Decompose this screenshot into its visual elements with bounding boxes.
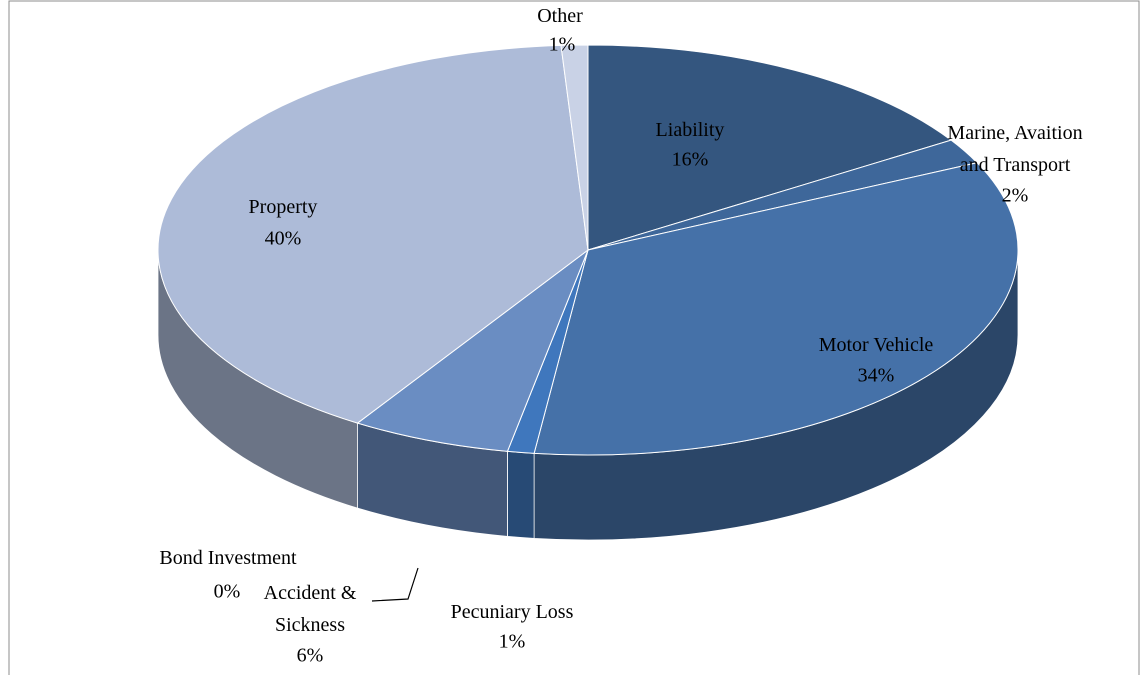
- category-label: Property: [248, 196, 318, 218]
- label-box: Accident & Sickness: [263, 582, 357, 636]
- label-box: Other: [537, 5, 583, 27]
- value-label: 2%: [1002, 185, 1029, 207]
- leader-line: [371, 567, 419, 602]
- value-label: 16%: [672, 149, 709, 171]
- category-label: Bond Investment: [159, 547, 297, 569]
- slice: [157, 44, 589, 424]
- label-box: Marine, Avaition and Transport: [947, 122, 1083, 176]
- slice: [587, 44, 953, 251]
- label-box: Pecuniary Loss: [450, 601, 574, 623]
- slice: [356, 248, 590, 452]
- label-box: Property: [248, 196, 318, 218]
- value-label: 6%: [297, 645, 324, 667]
- value-label: 0%: [214, 581, 241, 603]
- category-label: Accident & Sickness: [263, 582, 357, 636]
- slice: [560, 44, 589, 251]
- value-label: 1%: [499, 631, 526, 653]
- slice: [533, 162, 1019, 456]
- category-label: Marine, Avaition and Transport: [947, 122, 1083, 176]
- label-box: Liability: [655, 119, 725, 141]
- label-box: Bond Investment: [159, 547, 297, 569]
- value-label: 34%: [858, 365, 895, 387]
- category-label: Liability: [655, 119, 725, 141]
- category-label: Motor Vehicle: [818, 334, 934, 356]
- value-label: 1%: [549, 34, 576, 56]
- sides: [157, 249, 1019, 541]
- category-label: Pecuniary Loss: [450, 601, 574, 623]
- value-label: 40%: [265, 228, 302, 250]
- slice-side: [507, 450, 535, 539]
- category-label: Other: [537, 5, 583, 27]
- label-box: Motor Vehicle: [818, 334, 934, 356]
- tops: [157, 44, 1019, 456]
- labels: Liability 16% Marine, Avaition and Transpo…: [159, 5, 1083, 667]
